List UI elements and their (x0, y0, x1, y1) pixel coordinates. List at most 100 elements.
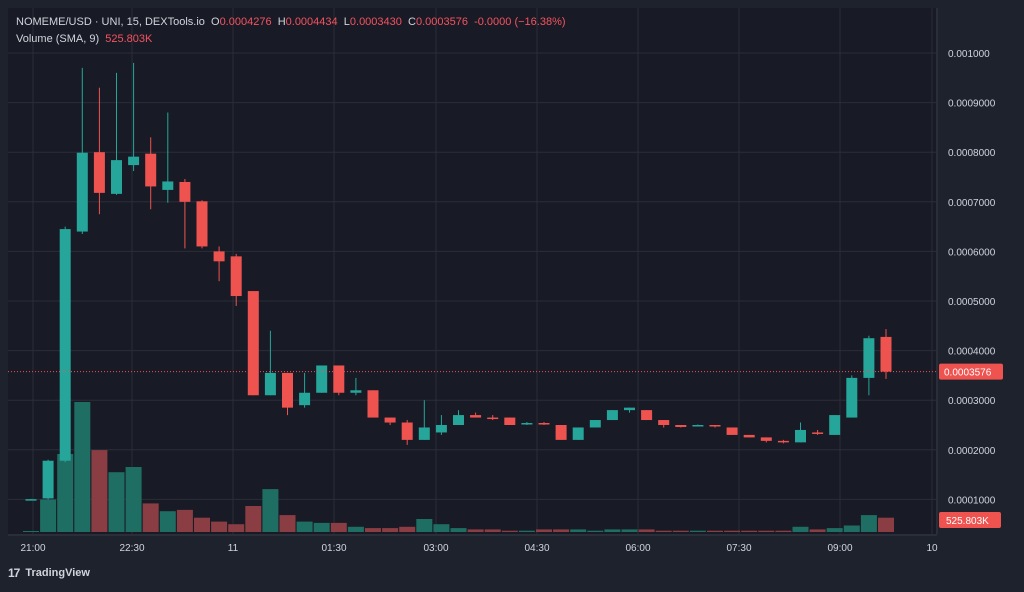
candle (384, 417, 396, 425)
candle-body (760, 437, 772, 441)
candle (795, 422, 806, 443)
candle-body (453, 415, 464, 425)
candle (692, 424, 704, 427)
candle (760, 437, 772, 443)
volume-bar (484, 529, 501, 532)
candle (299, 372, 311, 408)
candle (230, 253, 242, 306)
candle-body (624, 407, 635, 411)
candle (538, 422, 550, 425)
open-value: 0.0004276 (219, 16, 272, 28)
candle-body (487, 417, 499, 420)
time-axis: 21:00 22:30 11 01:30 03:00 04:30 06:00 07:30 09:… (20, 543, 938, 554)
volume-bar (672, 530, 689, 532)
volume-bar (775, 530, 792, 532)
volume-bar (142, 503, 159, 532)
candle-body (829, 415, 841, 435)
candle-body (299, 392, 311, 406)
price-tick-label: 0.0007000 (948, 198, 996, 209)
candle-body (658, 420, 670, 425)
volume-bars (23, 402, 894, 532)
candle-body (606, 410, 618, 421)
volume-bar (296, 521, 313, 532)
candle-body (795, 429, 806, 443)
candle-body (470, 415, 482, 418)
volume-bar (878, 517, 894, 532)
volume-bar (741, 530, 758, 532)
volume-bar (655, 530, 672, 532)
legend-volume-row: Volume (SMA, 9) 525.803K (16, 31, 566, 48)
candle (213, 246, 225, 282)
price-tick-label: 0.0002000 (948, 446, 996, 457)
price-tick-label: 0.0008000 (948, 148, 996, 159)
candle-body (589, 420, 601, 428)
candle (777, 439, 789, 444)
candle-body (25, 499, 37, 501)
volume-bar (262, 489, 279, 532)
candle-body (504, 417, 516, 425)
plot-area[interactable] (8, 8, 936, 534)
price-tick-label: 0.0009000 (948, 99, 996, 110)
chart-legend: NOMEME/USD · UNI, 15, DEXTools.io O0.000… (16, 14, 566, 48)
time-tick-label: 03:00 (423, 543, 448, 554)
volume-bar (570, 529, 587, 532)
candle-body (555, 425, 567, 440)
volume-bar (467, 529, 484, 532)
candle-body (264, 372, 276, 396)
volume-bar (399, 526, 416, 532)
time-tick-label: 10 (926, 543, 938, 554)
candle (93, 87, 105, 215)
price-tick-label: 0.0004000 (948, 347, 996, 358)
candle-body (418, 427, 430, 440)
volume-indicator-label[interactable]: Volume (SMA, 9) (16, 33, 100, 45)
time-tick-label: 06:00 (625, 543, 650, 554)
candle (863, 335, 875, 396)
price-tick-label: 0.0006000 (948, 247, 996, 258)
candle-body (76, 152, 88, 232)
candle-body (111, 160, 122, 194)
candle-body (812, 432, 824, 434)
grid-lines (8, 8, 938, 536)
candle-body (692, 425, 704, 427)
candle (196, 200, 208, 249)
price-axis: 0.0001000 0.0002000 0.0003000 0.0004000 0.00… (948, 49, 996, 506)
volume-bar (536, 529, 552, 532)
legend-ohlc-row: NOMEME/USD · UNI, 15, DEXTools.io O0.000… (16, 14, 566, 31)
candle-body (572, 427, 584, 440)
volume-bar (57, 454, 74, 532)
candle (641, 410, 653, 421)
volume-bar (724, 530, 741, 532)
tradingview-logo-icon: 17 (8, 566, 20, 580)
change-value: -0.0000 (−16.38%) (474, 16, 566, 28)
price-tick-label: 0.0001000 (948, 495, 996, 506)
candle-body (316, 365, 328, 393)
volume-bar (792, 526, 809, 532)
volume-badge-label: 525.803K (946, 516, 989, 527)
close-label: C (408, 16, 416, 28)
footer-branding[interactable]: 17 TradingView (8, 566, 90, 580)
candle-body (675, 425, 687, 427)
symbol-label[interactable]: NOMEME/USD · UNI, 15, DEXTools.io (16, 16, 205, 28)
candle (487, 415, 499, 421)
volume-bar (604, 529, 621, 532)
volume-bar (621, 529, 638, 532)
candle-body (59, 229, 71, 461)
volume-bar (553, 529, 570, 532)
candle (367, 390, 379, 418)
candle-body (42, 460, 54, 499)
low-label: L (343, 16, 350, 28)
candle-body (367, 390, 379, 418)
price-tick-label: 0.0005000 (948, 297, 996, 308)
candle (709, 425, 721, 428)
candle (179, 178, 191, 249)
volume-bar (860, 515, 877, 532)
volume-bar (416, 519, 433, 532)
candle-body (247, 291, 259, 396)
volume-bar (74, 402, 91, 532)
volume-bar (228, 524, 245, 532)
price-badge-label: 0.0003576 (944, 368, 992, 379)
candle-body (282, 372, 293, 408)
candle (829, 415, 841, 435)
